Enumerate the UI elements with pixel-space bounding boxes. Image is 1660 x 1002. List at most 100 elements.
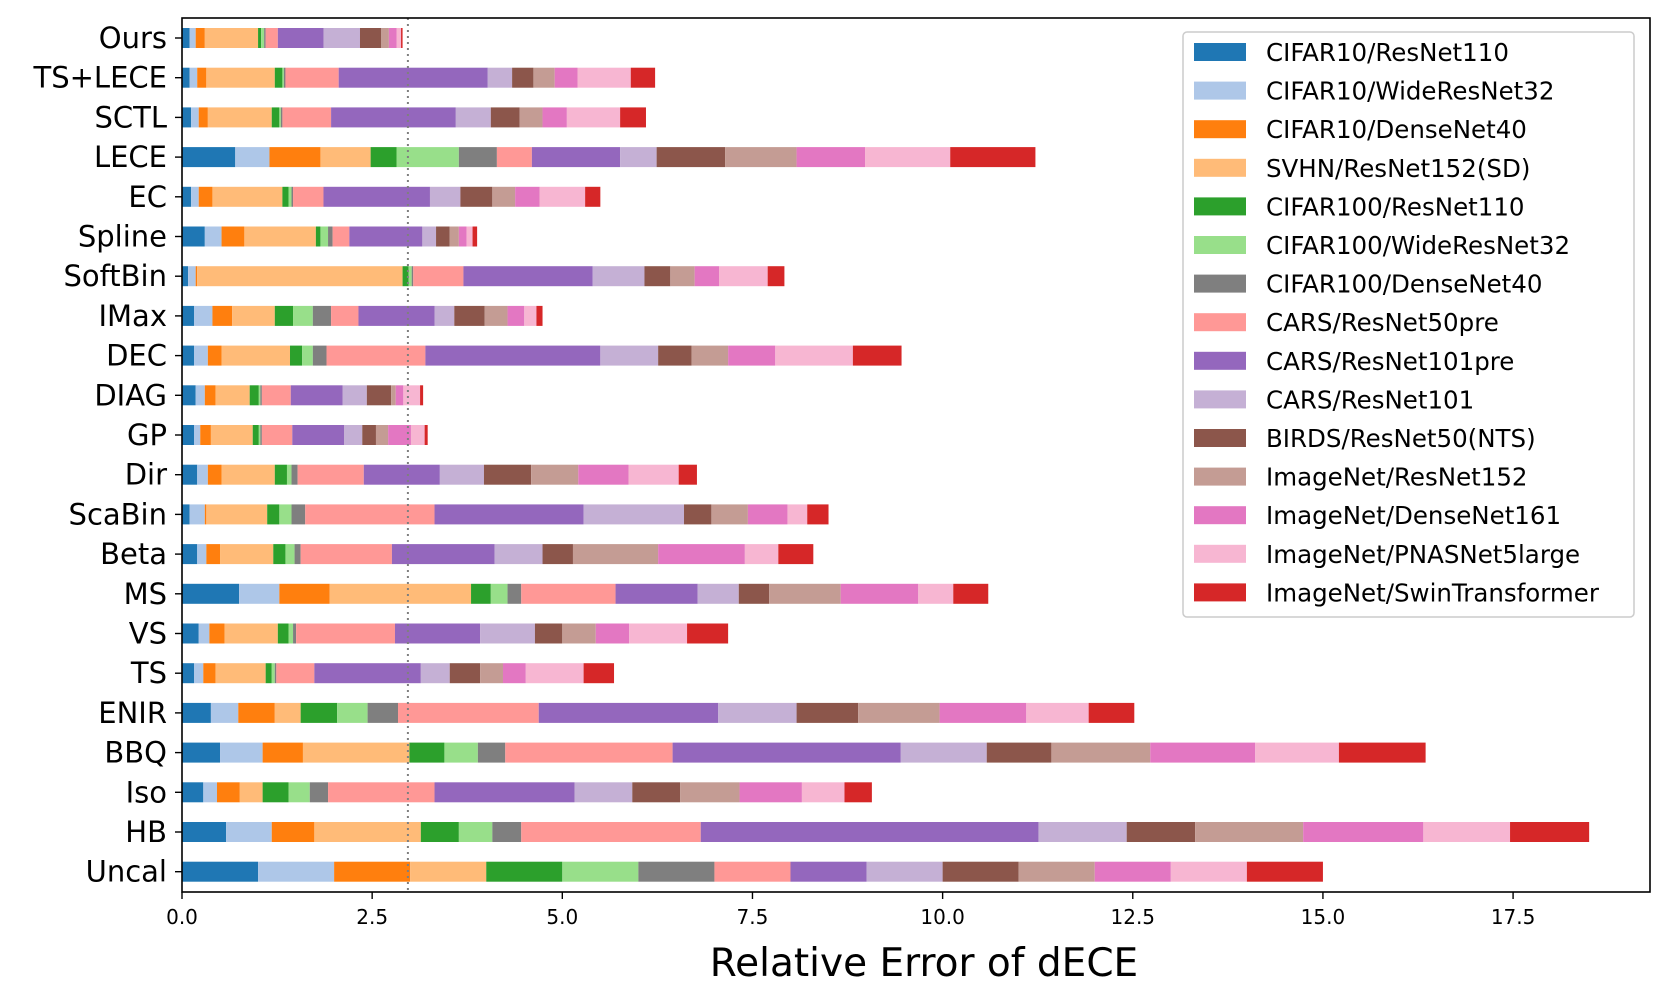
bar-segment-ts-lece-4: [274, 67, 283, 88]
category-label: Ours: [99, 21, 167, 55]
bar-segment-iso-11: [680, 782, 740, 803]
bar-segment-dec-14: [852, 345, 902, 366]
legend-label: CIFAR10/ResNet110: [1266, 38, 1509, 67]
bar-segment-gp-11: [375, 425, 389, 445]
bar-segment-dec-10: [658, 345, 692, 366]
bar-segment-bbq-8: [672, 742, 901, 763]
bar-segment-ts-lece-10: [512, 67, 534, 88]
bar-segment-spline-13: [466, 226, 473, 247]
bar-segment-lece-10: [656, 147, 726, 168]
bar-segment-ours-1: [189, 28, 196, 48]
bar-segment-uncal-0: [182, 861, 259, 882]
bar-segment-beta-2: [206, 544, 221, 565]
bar-segment-gp-1: [194, 425, 201, 445]
legend-label: CIFAR10/WideResNet32: [1266, 77, 1554, 106]
bar-segment-iso-8: [434, 782, 575, 803]
bar-segment-dec-11: [691, 345, 729, 366]
bar-segment-imax-2: [212, 305, 233, 326]
bar-segment-scabin-14: [807, 504, 829, 525]
bar-segment-diag-7: [261, 385, 291, 406]
category-label: Beta: [100, 537, 167, 571]
bar-segment-uncal-9: [866, 861, 943, 882]
bar-segment-ms-5: [490, 583, 508, 604]
bar-segment-diag-10: [366, 385, 392, 406]
bar-segment-ec-10: [460, 186, 493, 207]
legend-swatch: [1194, 197, 1246, 216]
bar-segment-spline-2: [221, 226, 245, 247]
bar-segment-hb-3: [314, 822, 421, 842]
bar-segment-spline-3: [244, 226, 316, 247]
bar-segment-dir-12: [578, 464, 629, 485]
x-tick-label: 17.5: [1491, 905, 1536, 929]
bar-segment-softbin-5: [408, 266, 412, 287]
bar-segment-uncal-8: [790, 861, 867, 882]
bar-segment-softbin-3: [197, 266, 403, 287]
bar-segment-diag-8: [290, 385, 343, 406]
bar-segment-spline-10: [436, 226, 450, 247]
category-label: Uncal: [86, 855, 167, 889]
bar-segment-lece-2: [269, 147, 321, 168]
bar-segment-hb-9: [1038, 822, 1127, 842]
bar-segment-beta-13: [744, 544, 779, 565]
legend-box: [1182, 31, 1635, 618]
category-label: Iso: [126, 775, 167, 809]
bar-segment-enir-12: [939, 702, 1027, 723]
bar-segment-lece-12: [796, 147, 866, 168]
bar-segment-lece-9: [620, 147, 657, 168]
bar-segment-ts-6: [274, 663, 277, 684]
bar-segment-bbq-9: [900, 742, 987, 763]
bar-segment-vs-5: [288, 623, 294, 644]
bar-segment-softbin-12: [694, 266, 719, 287]
legend-swatch: [1194, 390, 1246, 409]
bar-segment-ours-6: [264, 28, 266, 48]
bar-segment-enir-1: [210, 702, 239, 723]
bar-segment-ts-9: [420, 663, 450, 684]
legend-label: CIFAR100/ResNet110: [1266, 192, 1525, 221]
bar-segment-ts-lece-8: [338, 67, 488, 88]
bar-segment-ts-7: [276, 663, 315, 684]
category-label: DIAG: [94, 378, 167, 412]
bar-segment-gp-13: [410, 425, 425, 445]
bar-segment-lece-11: [725, 147, 797, 168]
bar-segment-hb-11: [1195, 822, 1304, 842]
bar-segment-ec-6: [291, 186, 294, 207]
bar-segment-hb-12: [1303, 822, 1424, 842]
category-label: ENIR: [98, 696, 167, 730]
bar-segment-enir-3: [274, 702, 301, 723]
bar-segment-lece-13: [865, 147, 951, 168]
bar-segment-ms-4: [471, 583, 491, 604]
bar-segment-scabin-1: [189, 504, 205, 525]
bar-segment-imax-7: [331, 305, 359, 326]
bar-segment-bbq-5: [444, 742, 478, 763]
bar-segment-softbin-10: [644, 266, 671, 287]
category-label: Spline: [78, 220, 167, 254]
bar-segment-imax-14: [536, 305, 543, 326]
bar-segment-imax-3: [232, 305, 275, 326]
x-axis: 0.0 2.5 5.0 7.5 10.0 12.5 15.0 17.5: [166, 892, 1535, 929]
bar-segment-gp-0: [182, 425, 195, 445]
bar-segment-spline-9: [422, 226, 437, 247]
legend-swatch: [1194, 583, 1246, 602]
bar-segment-scabin-5: [279, 504, 292, 525]
bar-segment-uncal-10: [942, 861, 1019, 882]
x-tick-label: 15.0: [1301, 905, 1346, 929]
bar-segment-ec-8: [323, 186, 430, 207]
bar-segment-uncal-13: [1170, 861, 1247, 882]
bar-segment-imax-8: [358, 305, 435, 326]
legend-swatch: [1194, 544, 1246, 563]
bar-segment-ts-lece-6: [283, 67, 286, 88]
category-label: SCTL: [94, 100, 167, 134]
bar-segment-enir-4: [300, 702, 338, 723]
bar-segment-ts-1: [194, 663, 204, 684]
bar-segment-hb-7: [521, 822, 701, 842]
bar-segment-ts-lece-3: [206, 67, 275, 88]
bar-segment-hb-14: [1510, 822, 1590, 842]
bar-segment-ms-6: [507, 583, 522, 604]
bar-segment-ours-8: [277, 28, 324, 48]
bar-segment-dec-9: [600, 345, 659, 366]
bar-segment-ms-14: [953, 583, 989, 604]
bar-segment-iso-1: [203, 782, 217, 803]
bar-segment-ms-12: [840, 583, 919, 604]
bar-segment-enir-0: [182, 702, 211, 723]
